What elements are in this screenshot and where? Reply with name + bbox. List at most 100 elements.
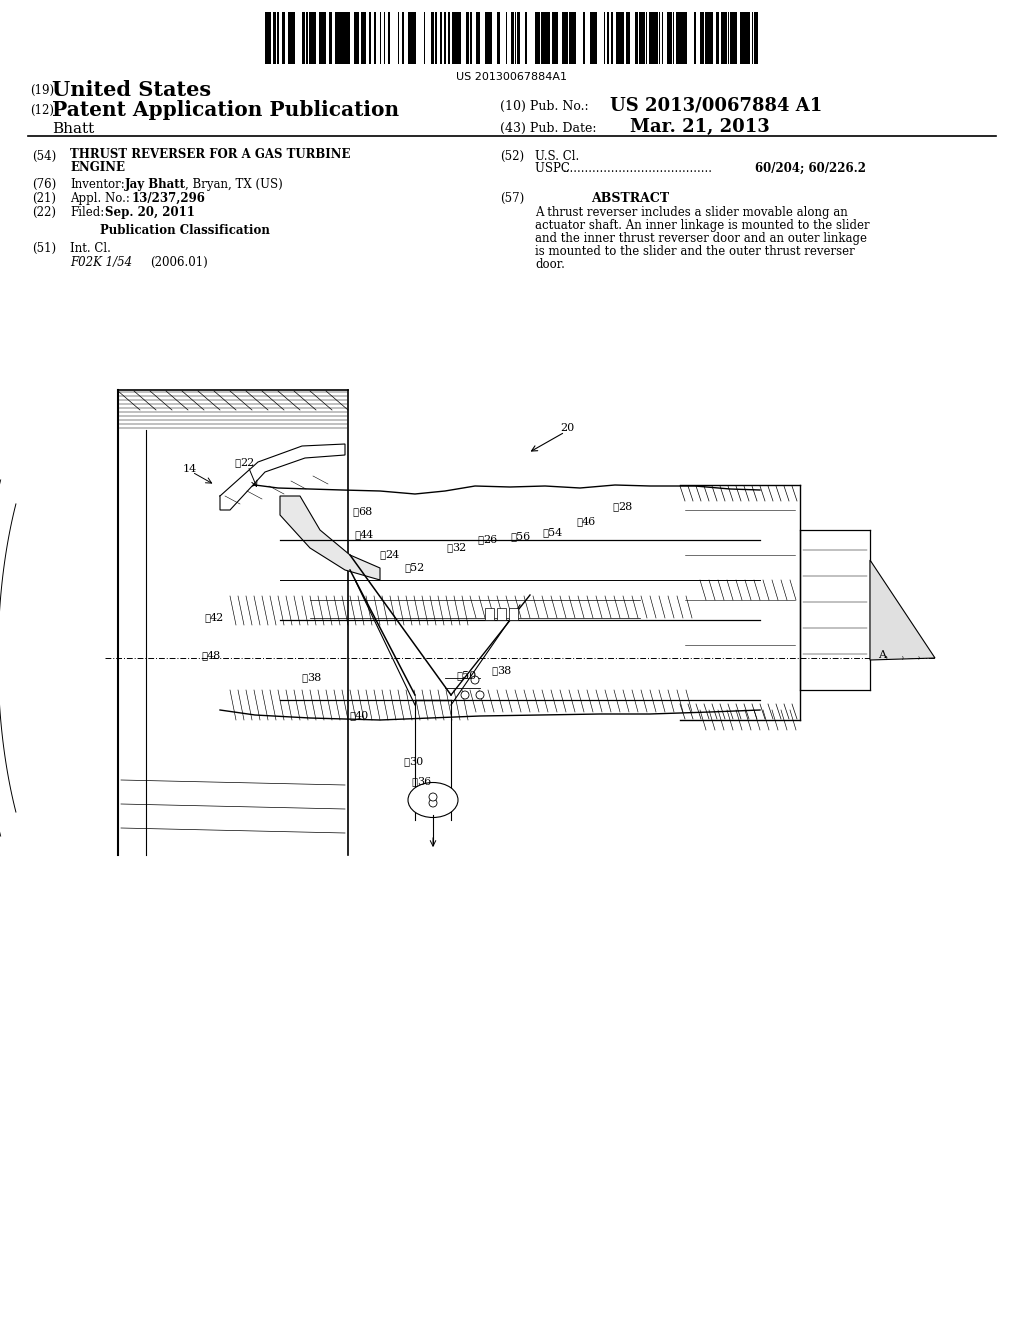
Bar <box>700 12 705 63</box>
Text: US 2013/0067884 A1: US 2013/0067884 A1 <box>610 96 822 114</box>
Bar <box>741 12 745 63</box>
Text: 68: 68 <box>358 507 373 517</box>
Text: United States: United States <box>52 81 211 100</box>
Circle shape <box>429 799 437 807</box>
Text: Ⳉ: Ⳉ <box>350 711 356 721</box>
Text: Ⳉ: Ⳉ <box>412 777 418 787</box>
Circle shape <box>471 676 479 684</box>
Bar <box>639 12 641 63</box>
Polygon shape <box>870 560 935 660</box>
Text: Ⳉ: Ⳉ <box>302 673 308 682</box>
Bar <box>449 12 450 63</box>
Bar <box>746 12 750 63</box>
Bar <box>536 12 539 63</box>
Bar <box>497 609 506 620</box>
Bar <box>716 12 718 63</box>
Text: USPC: USPC <box>535 162 573 176</box>
Bar <box>485 609 494 620</box>
Bar <box>721 12 725 63</box>
Bar <box>440 12 442 63</box>
Bar <box>583 12 585 63</box>
Text: 46: 46 <box>582 517 596 527</box>
Text: U.S. Cl.: U.S. Cl. <box>535 150 580 162</box>
Text: Ⳉ: Ⳉ <box>613 502 618 512</box>
Text: Ⳉ: Ⳉ <box>355 531 360 540</box>
Text: (57): (57) <box>500 191 524 205</box>
Text: Inventor:: Inventor: <box>70 178 125 191</box>
Text: Ⳉ: Ⳉ <box>406 564 411 573</box>
Text: (21): (21) <box>32 191 56 205</box>
Text: (76): (76) <box>32 178 56 191</box>
Bar <box>310 12 312 63</box>
Bar <box>485 12 488 63</box>
Bar <box>511 12 514 63</box>
Circle shape <box>476 690 484 700</box>
Text: 52: 52 <box>410 564 424 573</box>
Text: Ⳉ: Ⳉ <box>492 667 498 676</box>
Bar <box>676 12 679 63</box>
Text: US 20130067884A1: US 20130067884A1 <box>457 73 567 82</box>
Text: is mounted to the slider and the outer thrust reverser: is mounted to the slider and the outer t… <box>535 246 855 257</box>
Bar <box>620 12 622 63</box>
Bar <box>354 12 356 63</box>
Bar <box>547 12 550 63</box>
Bar <box>541 12 543 63</box>
Text: 13/237,296: 13/237,296 <box>132 191 206 205</box>
Bar <box>683 12 687 63</box>
Polygon shape <box>220 444 345 510</box>
Text: Ⳉ: Ⳉ <box>202 651 208 661</box>
Bar <box>635 12 638 63</box>
Circle shape <box>461 690 469 700</box>
Text: 32: 32 <box>452 543 466 553</box>
Text: Sep. 20, 2011: Sep. 20, 2011 <box>105 206 195 219</box>
Text: and the inner thrust reverser door and an outer linkage: and the inner thrust reverser door and a… <box>535 232 867 246</box>
Text: F02K 1/54: F02K 1/54 <box>70 256 132 269</box>
Bar <box>594 12 597 63</box>
Text: Jay Bhatt: Jay Bhatt <box>125 178 186 191</box>
Text: (51): (51) <box>32 242 56 255</box>
Bar <box>452 12 456 63</box>
Bar <box>553 12 555 63</box>
Bar <box>458 12 461 63</box>
Text: 48: 48 <box>207 651 221 661</box>
Text: (43) Pub. Date:: (43) Pub. Date: <box>500 121 597 135</box>
Text: actuator shaft. An inner linkage is mounted to the slider: actuator shaft. An inner linkage is moun… <box>535 219 869 232</box>
Text: Ⳉ: Ⳉ <box>404 756 410 767</box>
Bar <box>361 12 362 63</box>
Bar <box>323 12 326 63</box>
Polygon shape <box>280 496 380 579</box>
Text: (22): (22) <box>32 206 56 219</box>
Bar <box>573 12 575 63</box>
Text: (19): (19) <box>30 84 54 96</box>
Bar <box>336 12 338 63</box>
Bar <box>312 12 316 63</box>
Bar <box>319 12 323 63</box>
Bar <box>616 12 620 63</box>
Text: 44: 44 <box>360 531 374 540</box>
Bar <box>694 12 696 63</box>
Text: 22: 22 <box>240 458 254 469</box>
Bar <box>680 12 682 63</box>
Bar <box>669 12 672 63</box>
Text: Mar. 21, 2013: Mar. 21, 2013 <box>630 117 770 136</box>
Bar <box>466 12 469 63</box>
Bar <box>543 12 546 63</box>
Bar <box>525 12 527 63</box>
Text: Ⳉ: Ⳉ <box>577 517 583 527</box>
Bar <box>649 12 651 63</box>
Text: A thrust reverser includes a slider movable along an: A thrust reverser includes a slider mova… <box>535 206 848 219</box>
Text: Ⳉ: Ⳉ <box>457 671 463 681</box>
Text: Ⳉ: Ⳉ <box>234 458 241 469</box>
Bar <box>731 12 734 63</box>
Bar <box>347 12 349 63</box>
Bar <box>290 12 292 63</box>
Ellipse shape <box>408 783 458 817</box>
Bar <box>711 12 713 63</box>
Text: Appl. No.:: Appl. No.: <box>70 191 130 205</box>
Bar <box>444 12 446 63</box>
Text: (12): (12) <box>30 104 54 117</box>
Text: Ⳉ: Ⳉ <box>380 550 386 560</box>
Text: ENGINE: ENGINE <box>70 161 125 174</box>
Text: Ⳉ: Ⳉ <box>447 543 453 553</box>
Text: Bhatt: Bhatt <box>52 121 94 136</box>
